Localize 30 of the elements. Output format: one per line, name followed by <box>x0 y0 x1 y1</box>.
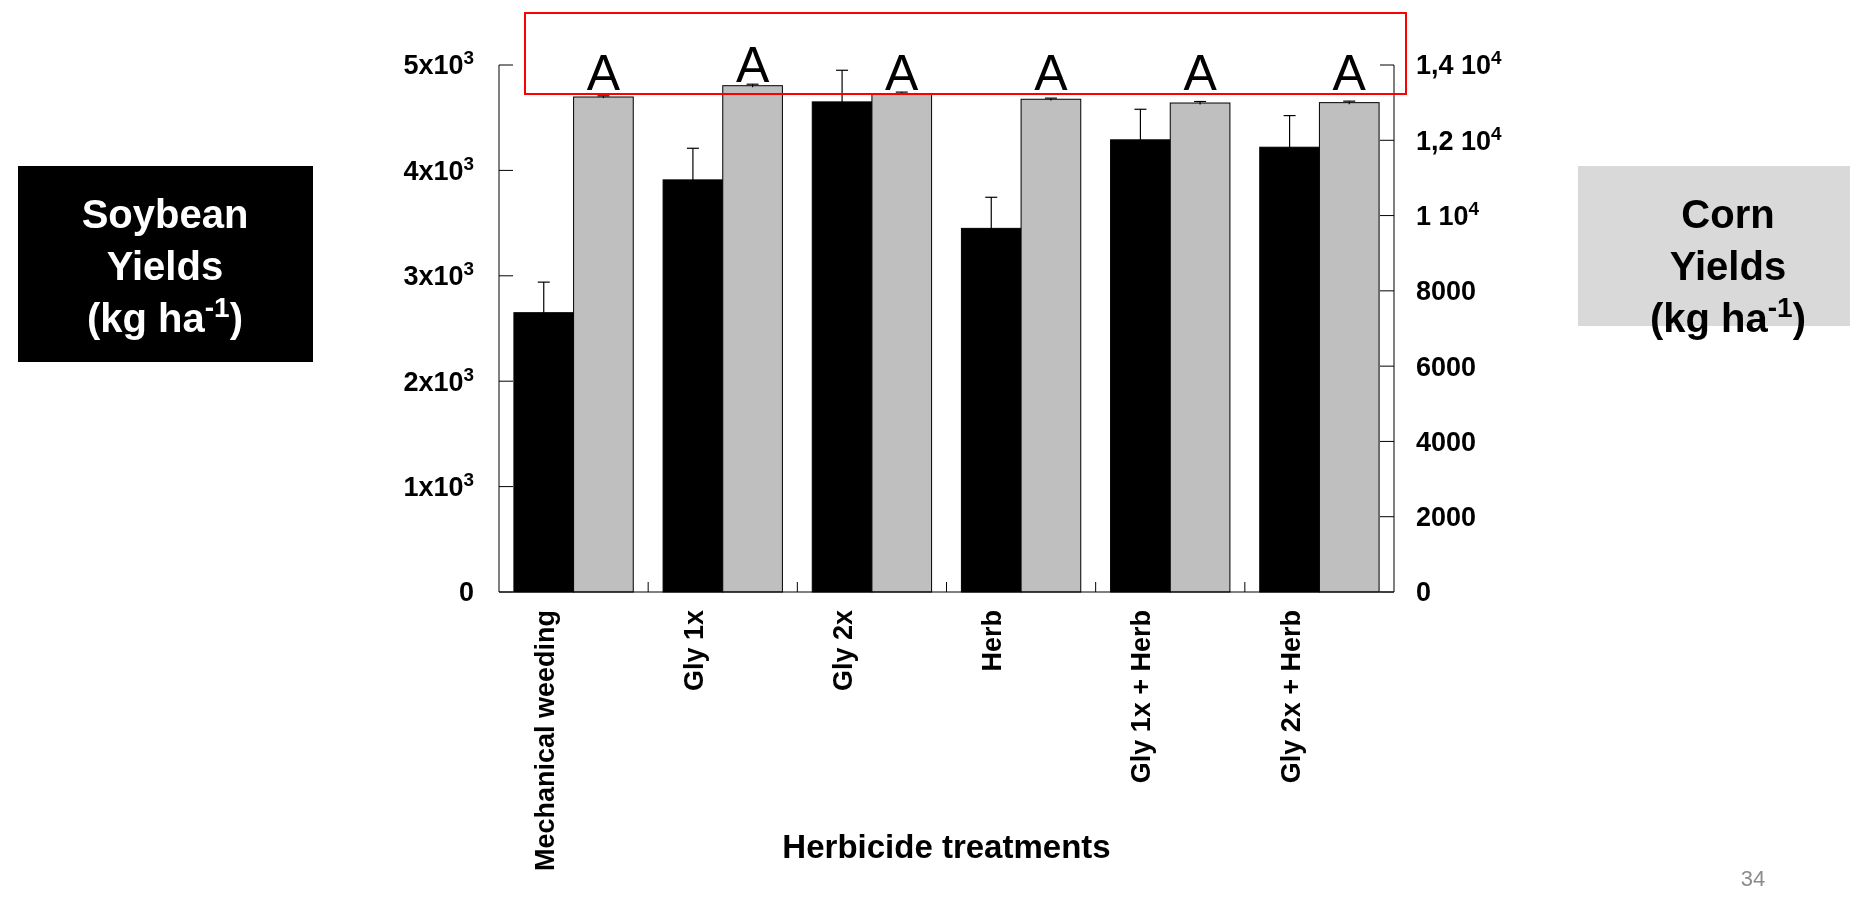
annotation: A <box>1183 45 1218 101</box>
x-tick-label: Herb <box>977 610 1008 672</box>
y2-tick-label: 1,2 10$^{4}$ <box>1416 122 1503 156</box>
y2-tick-label: 1 10$^{4}$ <box>1416 197 1480 232</box>
y-tick-label: 0 <box>458 577 474 608</box>
y2-tick-label: 8000 <box>1416 276 1477 307</box>
x-tick-label: Gly 2x <box>828 610 859 692</box>
y-tick-label: 3x10$^{3}$ <box>403 257 474 292</box>
annotation: A <box>586 45 621 101</box>
y2-tick-label: 2000 <box>1416 502 1477 533</box>
y-axis-title: Soybean Yields (kg ha$^{-1}$) <box>81 192 249 340</box>
annotation: A <box>1332 45 1367 101</box>
x-tick-label: Mechanical weeding <box>529 610 560 872</box>
y2-tick-label: 4000 <box>1416 426 1477 457</box>
text: 34 <box>1740 866 1766 891</box>
y-tick-label: 2x10$^{3}$ <box>403 363 474 397</box>
y2-tick-label: 1,4 10$^{4}$ <box>1416 46 1503 81</box>
x-axis-title: Herbicide treatments <box>782 828 1111 865</box>
y-tick-label: 4x10$^{3}$ <box>403 152 474 186</box>
y2-tick-label: 0 <box>1416 577 1432 608</box>
y2-tick-label: 6000 <box>1416 351 1477 382</box>
y2-axis-title: Corn Yields (kg ha$^{-1}$) <box>1649 192 1807 340</box>
x-tick-label: Gly 1x <box>678 610 709 692</box>
x-tick-label: Gly 2x + Herb <box>1275 610 1306 784</box>
annotation: A <box>885 44 920 101</box>
y-tick-label: 1x10$^{3}$ <box>403 468 474 503</box>
y-tick-label: 5x10$^{3}$ <box>403 46 474 81</box>
annotation: A <box>1034 45 1069 101</box>
annotation: A <box>735 36 770 93</box>
x-tick-label: Gly 1x + Herb <box>1126 610 1157 784</box>
